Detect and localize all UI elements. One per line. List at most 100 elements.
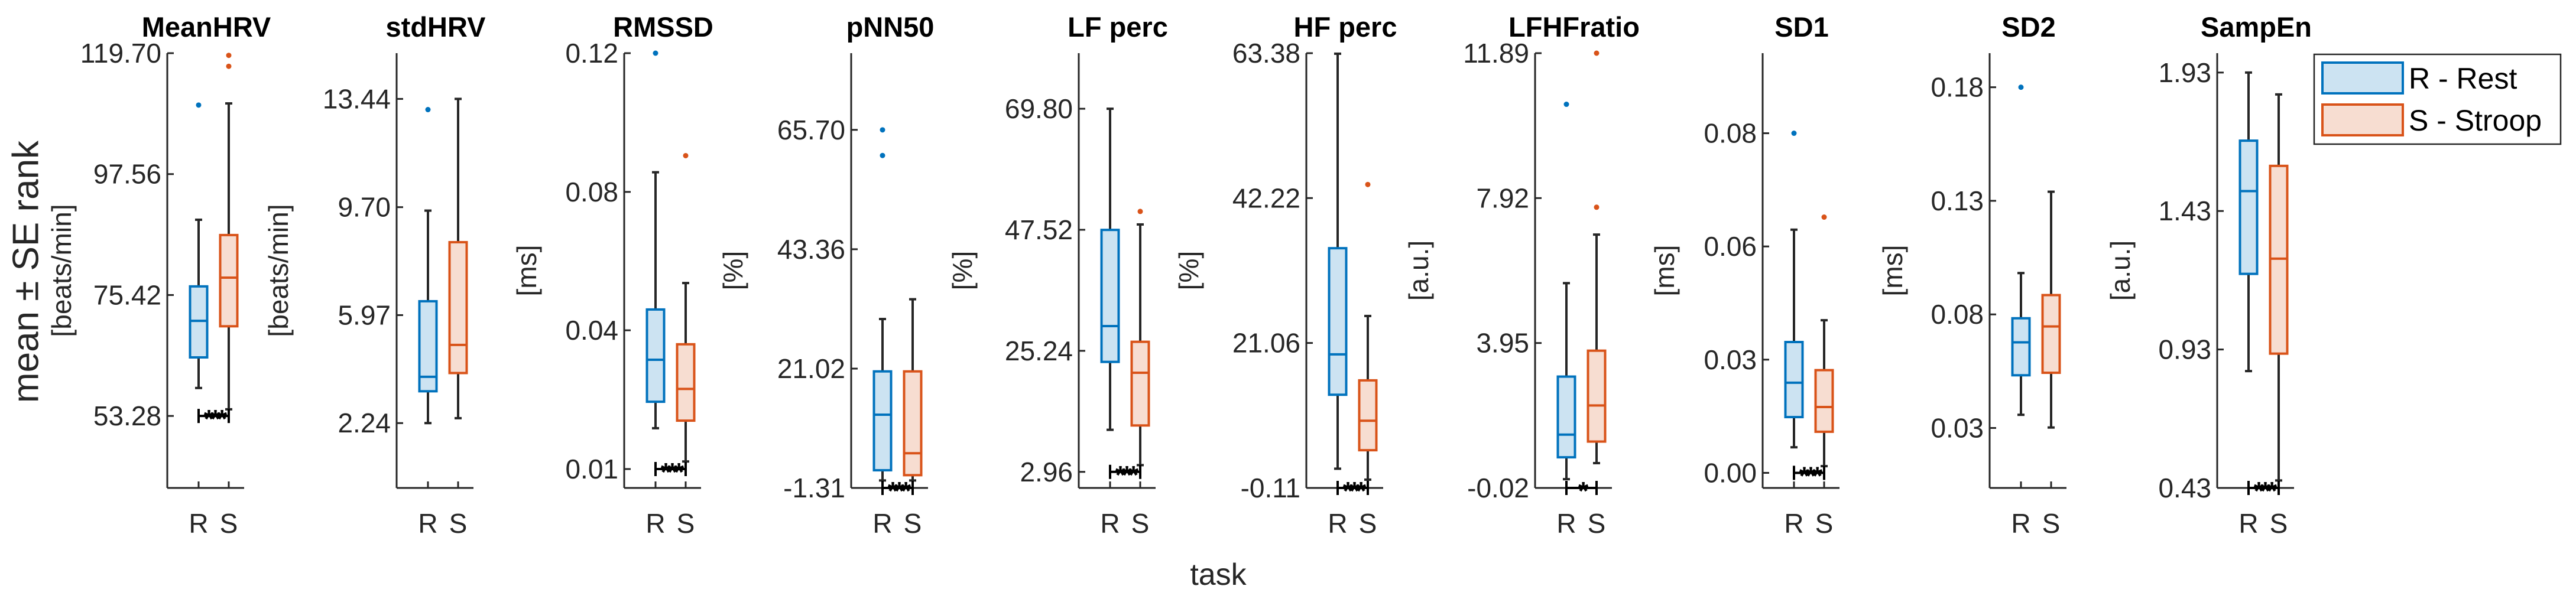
y-tick-label: 0.01 bbox=[565, 454, 618, 484]
box-S bbox=[219, 53, 239, 411]
x-tick-label: S bbox=[1131, 508, 1150, 539]
y-tick-label: -0.11 bbox=[1241, 473, 1300, 503]
y-tick-label: 0.08 bbox=[565, 177, 618, 207]
y-tick-label: 11.89 bbox=[1463, 38, 1529, 69]
y-axis-label: [beats/min] bbox=[263, 204, 294, 337]
y-tick-label: 0.03 bbox=[1704, 344, 1757, 375]
box-S bbox=[903, 298, 923, 482]
box-iqr bbox=[1328, 247, 1348, 396]
figure-xlabel: task bbox=[1190, 558, 1247, 592]
outlier-point bbox=[1563, 102, 1569, 108]
x-tick-label: S bbox=[2042, 508, 2061, 539]
y-tick-label: -1.31 bbox=[783, 473, 845, 503]
box-R bbox=[2011, 84, 2031, 416]
y-tick-label: 2.96 bbox=[1020, 457, 1073, 487]
outlier-point bbox=[226, 63, 232, 69]
outlier-point bbox=[1791, 131, 1797, 136]
significance-stars: *** bbox=[1343, 477, 1367, 506]
outlier-point bbox=[683, 152, 689, 158]
x-tick-label: S bbox=[677, 508, 695, 539]
box-R bbox=[1784, 131, 1804, 449]
x-tick-label: R bbox=[872, 508, 892, 539]
box-S bbox=[448, 97, 468, 419]
outlier-point bbox=[1137, 209, 1143, 214]
x-tick-label: S bbox=[449, 508, 468, 539]
box-iqr bbox=[219, 233, 239, 328]
y-tick-label: 0.18 bbox=[1931, 72, 1984, 103]
y-tick-label: 0.00 bbox=[1704, 457, 1757, 488]
y-tick-label: 7.92 bbox=[1476, 183, 1529, 213]
box-R bbox=[1328, 52, 1348, 470]
x-tick-label: S bbox=[1815, 508, 1834, 539]
y-tick-label: 2.24 bbox=[338, 408, 391, 438]
y-tick-label: 5.97 bbox=[338, 300, 391, 330]
figure-ylabel: mean ± SE rank bbox=[6, 140, 47, 403]
box-iqr bbox=[903, 370, 923, 477]
x-tick-label: R bbox=[2238, 508, 2258, 539]
box-R bbox=[872, 127, 893, 482]
y-tick-label: -0.02 bbox=[1467, 473, 1529, 503]
x-tick-label: S bbox=[1359, 508, 1377, 539]
box-iqr bbox=[1587, 349, 1607, 443]
panel-hf-perc: HF perc -0.11 21.06 42.22 63.38 [%] R S*** bbox=[1173, 11, 1397, 539]
x-tick-label: S bbox=[904, 508, 922, 539]
significance-marker: *** bbox=[197, 405, 231, 434]
y-tick-label: 0.03 bbox=[1931, 412, 1984, 443]
y-tick-label: 47.52 bbox=[1005, 214, 1073, 245]
outlier-point bbox=[880, 127, 885, 133]
box-iqr bbox=[645, 308, 666, 403]
significance-stars: *** bbox=[661, 458, 684, 487]
significance-marker: *** bbox=[881, 477, 915, 506]
box-iqr bbox=[2238, 139, 2259, 275]
y-axis-label: [a.u.] bbox=[2105, 240, 2136, 301]
x-tick-label: R bbox=[1556, 508, 1576, 539]
y-tick-label: 25.24 bbox=[1005, 336, 1073, 366]
outlier-point bbox=[425, 107, 431, 113]
box-S bbox=[1130, 209, 1150, 467]
significance-stars: *** bbox=[888, 477, 911, 506]
y-axis-label: [%] bbox=[718, 251, 748, 290]
significance-stars: * bbox=[1578, 477, 1589, 506]
x-tick-label: R bbox=[645, 508, 665, 539]
y-axis-label: [%] bbox=[1173, 251, 1204, 290]
y-tick-label: 119.70 bbox=[80, 38, 161, 69]
y-tick-label: 9.70 bbox=[338, 192, 391, 223]
y-tick-label: 0.08 bbox=[1931, 299, 1984, 330]
legend-swatch bbox=[2321, 61, 2404, 95]
outlier-point bbox=[1821, 214, 1827, 220]
box-R bbox=[2238, 71, 2259, 373]
outlier-point bbox=[226, 53, 232, 58]
outlier-point bbox=[653, 50, 658, 56]
significance-marker: *** bbox=[2247, 477, 2281, 506]
box-R bbox=[1100, 108, 1120, 431]
significance-marker: *** bbox=[1793, 461, 1826, 490]
panel-pnn50: pNN50 -1.31 21.02 43.36 65.70 [%] R S*** bbox=[718, 11, 934, 539]
y-axis-label: [%] bbox=[947, 251, 978, 290]
box-iqr bbox=[1556, 375, 1576, 459]
panel-sd2: SD2 0.03 0.08 0.13 0.18 [ms] R S bbox=[1877, 11, 2066, 539]
panel-sampen: SampEn 0.43 0.93 1.43 1.93 [a.u.] R S*** bbox=[2105, 11, 2312, 539]
y-tick-label: 3.95 bbox=[1476, 328, 1529, 359]
box-iqr bbox=[1100, 229, 1120, 363]
x-tick-label: S bbox=[220, 508, 238, 539]
y-axis-label: [ms] bbox=[1877, 245, 1908, 297]
x-tick-label: R bbox=[1328, 508, 1347, 539]
panel-title: LF perc bbox=[1068, 11, 1168, 43]
y-axis-label: [a.u.] bbox=[1403, 240, 1434, 301]
y-tick-label: 0.43 bbox=[2158, 473, 2211, 503]
y-tick-label: 63.38 bbox=[1232, 38, 1300, 69]
significance-stars: *** bbox=[1799, 461, 1823, 490]
box-R bbox=[189, 102, 209, 389]
y-tick-label: 65.70 bbox=[777, 115, 845, 145]
significance-stars: *** bbox=[1115, 461, 1139, 490]
box-iqr bbox=[1814, 369, 1834, 433]
panel-rmssd: RMSSD 0.01 0.04 0.08 0.12 [ms] R S *** bbox=[511, 11, 713, 539]
box-R bbox=[418, 107, 438, 425]
box-iqr bbox=[2041, 294, 2061, 375]
panel-title: RMSSD bbox=[613, 11, 713, 43]
panels: MeanHRV 53.28 75.42 97.56 119.70 [beats/min] R… bbox=[46, 11, 2312, 539]
panel-sd1: SD1 0.00 0.03 0.06 0.08 [ms] R S *** bbox=[1649, 11, 1839, 539]
x-tick-label: R bbox=[2011, 508, 2030, 539]
legend-label: R - Rest bbox=[2409, 62, 2517, 95]
y-tick-label: 69.80 bbox=[1005, 93, 1073, 124]
